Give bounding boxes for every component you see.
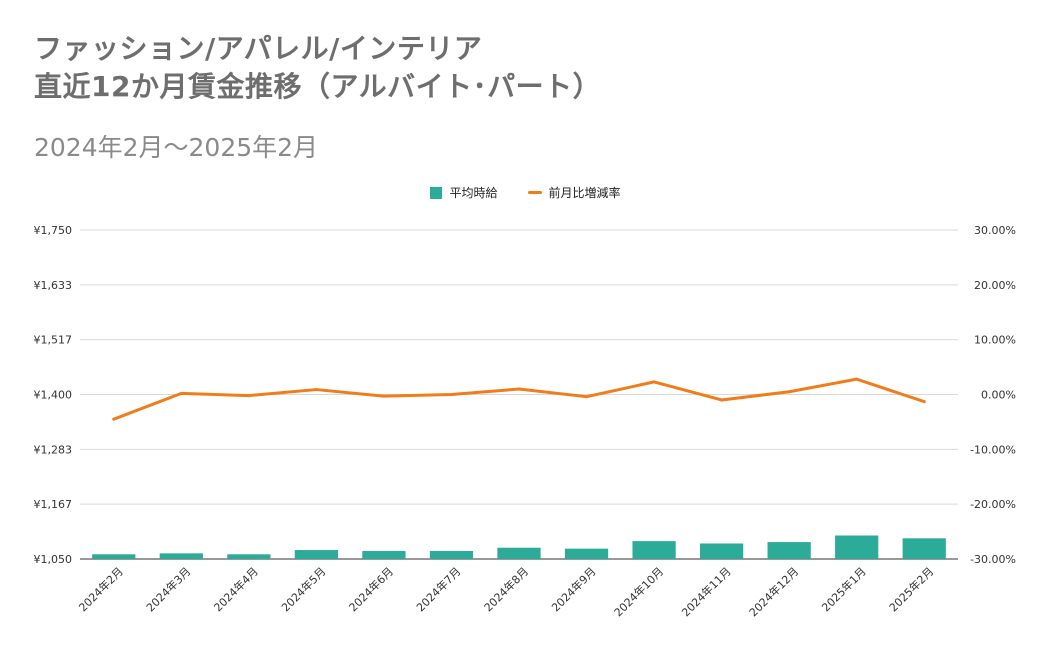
bar bbox=[700, 543, 744, 559]
line-point bbox=[922, 400, 926, 404]
y-right-tick-label: -30.00% bbox=[970, 553, 1016, 566]
legend-item-bar: 平均時給 bbox=[430, 184, 498, 201]
legend-bar-label: 平均時給 bbox=[449, 186, 498, 200]
line-point bbox=[855, 377, 859, 381]
bar bbox=[92, 554, 136, 559]
y-left-tick-label: ¥1,633 bbox=[34, 279, 73, 292]
y-left-tick-label: ¥1,167 bbox=[34, 498, 73, 511]
x-tick-label: 2024年8月 bbox=[481, 564, 531, 614]
bar bbox=[835, 535, 879, 559]
y-right-tick-label: 0.00% bbox=[981, 389, 1016, 402]
x-tick-label: 2025年2月 bbox=[886, 564, 936, 614]
y-left-tick-label: ¥1,400 bbox=[34, 389, 73, 402]
bar bbox=[227, 554, 271, 559]
x-tick-label: 2024年5月 bbox=[278, 564, 328, 614]
legend: 平均時給 前月比増減率 bbox=[0, 184, 1051, 201]
chart-title-line2: 直近12か月賃金推移（アルバイト･パート） bbox=[34, 70, 602, 103]
bar bbox=[362, 551, 406, 559]
y-right-tick-label: 10.00% bbox=[974, 334, 1016, 347]
chart-subtitle: 2024年2月～2025年2月 bbox=[34, 133, 319, 162]
bar bbox=[767, 542, 811, 559]
chart-title-line1: ファッション/アパレル/インテリア bbox=[34, 32, 483, 65]
legend-line-swatch bbox=[527, 191, 542, 194]
x-tick-label: 2025年1月 bbox=[819, 564, 869, 614]
legend-bar-swatch bbox=[430, 186, 443, 199]
bar bbox=[159, 553, 203, 559]
line-point bbox=[449, 393, 453, 396]
line-point bbox=[112, 417, 116, 421]
x-tick-label: 2024年12月 bbox=[746, 564, 801, 619]
line-point bbox=[314, 388, 318, 392]
line-point bbox=[382, 394, 386, 398]
line-point bbox=[247, 394, 251, 398]
line-point bbox=[517, 387, 521, 391]
line-point bbox=[787, 390, 791, 394]
bar bbox=[902, 538, 946, 559]
bar bbox=[632, 541, 676, 559]
x-tick-label: 2024年10月 bbox=[611, 564, 666, 619]
line-point bbox=[179, 391, 183, 395]
legend-line-label: 前月比増減率 bbox=[548, 186, 621, 200]
y-right-tick-label: 30.00% bbox=[974, 224, 1016, 237]
y-left-tick-label: ¥1,517 bbox=[34, 334, 73, 347]
bar bbox=[294, 550, 338, 559]
line-point bbox=[720, 398, 724, 402]
legend-item-line: 前月比増減率 bbox=[527, 184, 621, 201]
y-right-tick-label: -10.00% bbox=[970, 443, 1016, 456]
bar bbox=[497, 547, 541, 559]
line-point bbox=[585, 395, 589, 399]
x-tick-label: 2024年11月 bbox=[679, 564, 734, 619]
y-right-tick-label: -20.00% bbox=[970, 498, 1016, 511]
x-tick-label: 2024年2月 bbox=[76, 564, 126, 614]
line-series bbox=[112, 377, 926, 421]
x-tick-label: 2024年4月 bbox=[211, 564, 261, 614]
y-right-tick-label: 20.00% bbox=[974, 279, 1016, 292]
line-point bbox=[652, 380, 656, 384]
x-tick-label: 2024年6月 bbox=[346, 564, 396, 614]
chart-title: ファッション/アパレル/インテリア 直近12か月賃金推移（アルバイト･パート） bbox=[34, 30, 601, 106]
bar bbox=[564, 548, 609, 559]
bar bbox=[429, 551, 474, 559]
y-left-tick-label: ¥1,283 bbox=[34, 443, 73, 456]
x-tick-label: 2024年7月 bbox=[413, 564, 463, 614]
x-tick-label: 2024年3月 bbox=[143, 564, 193, 614]
x-tick-label: 2024年9月 bbox=[548, 564, 598, 614]
y-left-tick-label: ¥1,750 bbox=[34, 224, 73, 237]
y-left-tick-label: ¥1,050 bbox=[34, 553, 73, 566]
